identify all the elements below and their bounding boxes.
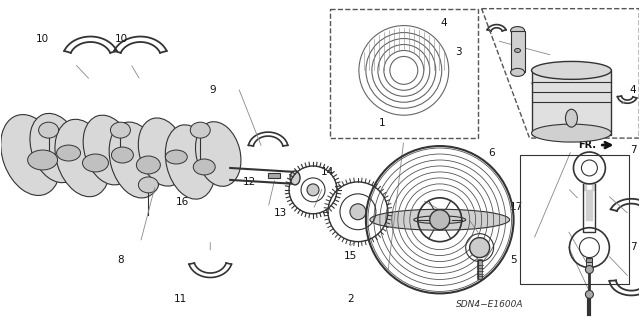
Ellipse shape <box>38 122 59 138</box>
Ellipse shape <box>138 177 158 193</box>
Ellipse shape <box>111 122 131 138</box>
Text: 5: 5 <box>510 255 517 264</box>
Circle shape <box>470 238 490 257</box>
Bar <box>511 31 525 72</box>
Ellipse shape <box>109 122 162 198</box>
Text: 4: 4 <box>440 18 447 28</box>
Ellipse shape <box>195 122 241 186</box>
Text: 3: 3 <box>456 47 462 56</box>
Text: 12: 12 <box>243 177 257 187</box>
Ellipse shape <box>138 118 186 186</box>
Text: 11: 11 <box>174 294 188 304</box>
Ellipse shape <box>28 150 58 170</box>
Text: 6: 6 <box>488 148 495 158</box>
Ellipse shape <box>532 62 611 79</box>
Text: 8: 8 <box>118 255 124 264</box>
Text: 2: 2 <box>348 294 354 304</box>
Bar <box>586 257 593 262</box>
Ellipse shape <box>165 150 188 164</box>
Circle shape <box>350 204 366 220</box>
Ellipse shape <box>511 26 525 34</box>
Ellipse shape <box>111 147 133 163</box>
Text: 16: 16 <box>176 197 189 207</box>
Ellipse shape <box>30 113 81 183</box>
Text: 14: 14 <box>321 167 334 177</box>
Ellipse shape <box>290 171 300 185</box>
Bar <box>520 155 629 285</box>
Text: 7: 7 <box>630 145 636 155</box>
Text: 15: 15 <box>344 251 357 261</box>
Ellipse shape <box>193 159 215 175</box>
Ellipse shape <box>414 216 466 224</box>
Polygon shape <box>584 184 595 220</box>
Ellipse shape <box>515 48 520 52</box>
Ellipse shape <box>511 68 525 76</box>
Ellipse shape <box>532 124 611 142</box>
Text: 1: 1 <box>379 118 385 128</box>
Ellipse shape <box>56 145 81 161</box>
Text: 4: 4 <box>630 85 636 95</box>
Ellipse shape <box>55 119 110 197</box>
Text: 17: 17 <box>510 202 524 212</box>
Ellipse shape <box>83 154 108 172</box>
Bar <box>330 9 477 138</box>
Bar <box>532 70 611 135</box>
Ellipse shape <box>370 209 509 230</box>
Ellipse shape <box>1 115 61 196</box>
Text: 10: 10 <box>115 34 127 44</box>
Circle shape <box>307 184 319 196</box>
Text: FR.: FR. <box>579 140 596 150</box>
Bar <box>268 173 280 178</box>
Ellipse shape <box>165 125 215 199</box>
Ellipse shape <box>136 156 161 174</box>
Text: 7: 7 <box>630 242 636 252</box>
Ellipse shape <box>190 122 210 138</box>
Circle shape <box>430 210 450 230</box>
Text: SDN4−E1600A: SDN4−E1600A <box>456 300 524 309</box>
Circle shape <box>586 290 593 298</box>
Bar <box>586 257 593 270</box>
Circle shape <box>586 265 593 273</box>
Ellipse shape <box>566 109 577 127</box>
Text: 9: 9 <box>209 85 216 95</box>
Ellipse shape <box>83 115 134 185</box>
Text: 10: 10 <box>36 34 49 44</box>
Text: 13: 13 <box>274 209 287 219</box>
